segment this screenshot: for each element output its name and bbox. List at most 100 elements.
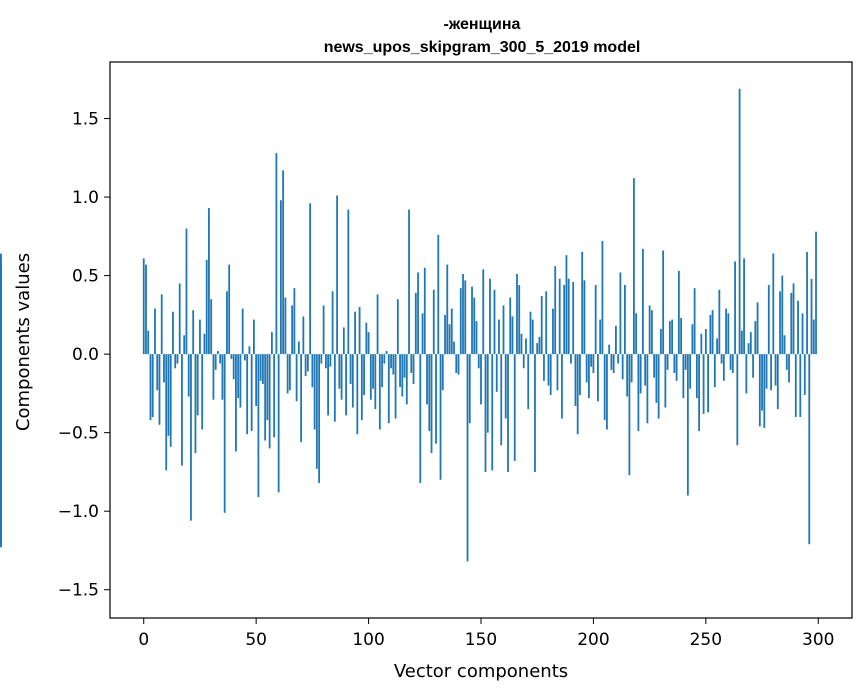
- bar-component-213: [621, 354, 624, 380]
- bar-component-241: [684, 354, 687, 370]
- bar-component-28: [205, 259, 208, 355]
- bar-component-294: [803, 354, 806, 395]
- bar-component-undefined: [0, 313, 2, 355]
- y-tick-label: 0.5: [72, 267, 99, 287]
- bar-component-193: [576, 354, 579, 435]
- bar-component-229: [657, 354, 660, 419]
- bar-component-158: [498, 319, 500, 355]
- bar-component-undefined: [0, 354, 2, 468]
- bar-component-47: [248, 346, 251, 355]
- bar-component-135: [446, 264, 449, 355]
- bar-component-273: [756, 302, 759, 355]
- bar-component-10: [165, 354, 168, 471]
- bar-component-274: [758, 354, 761, 427]
- bar-component-51: [257, 354, 260, 498]
- bar-component-40: [232, 354, 235, 380]
- bar-component-167: [518, 285, 521, 355]
- bar-component-64: [286, 354, 289, 394]
- bar-component-249: [702, 354, 705, 414]
- bar-component-251: [707, 354, 709, 413]
- bar-component-185: [558, 278, 561, 355]
- bar-component-205: [603, 354, 606, 421]
- bar-component-133: [441, 354, 444, 391]
- bar-component-154: [489, 278, 491, 355]
- bar-component-227: [653, 354, 656, 378]
- bar-component-191: [572, 281, 575, 355]
- bar-component-98: [363, 354, 365, 395]
- bar-component-73: [306, 354, 309, 372]
- bar-component-208: [610, 354, 613, 370]
- bar-component-178: [543, 354, 545, 381]
- bar-component-179: [545, 291, 548, 355]
- bar-component-170: [525, 338, 527, 355]
- bar-component-58: [273, 354, 276, 438]
- bar-component-290: [794, 354, 797, 417]
- bar-component-37: [226, 291, 228, 355]
- bar-component-247: [698, 354, 700, 432]
- bar-component-282: [776, 354, 779, 410]
- bar-component-271: [752, 354, 754, 378]
- bar-component-79: [320, 354, 323, 364]
- bar-component-59: [275, 153, 278, 355]
- bar-component-115: [401, 354, 404, 397]
- bar-component-67: [293, 288, 296, 355]
- bar-component-34: [219, 354, 222, 364]
- bar-component-110: [390, 354, 392, 369]
- bar-component-219: [635, 313, 638, 355]
- bar-component-71: [302, 316, 305, 355]
- bar-component-118: [408, 209, 410, 355]
- bar-component-252: [709, 314, 712, 355]
- bar-component-33: [217, 350, 219, 355]
- bar-component-244: [691, 324, 694, 355]
- bar-component-195: [581, 252, 584, 355]
- bar-component-216: [628, 354, 631, 476]
- bar-component-21: [190, 354, 192, 521]
- bar-component-146: [471, 286, 473, 355]
- bar-component-281: [774, 354, 777, 386]
- bar-component-69: [297, 341, 300, 355]
- bar-component-105: [378, 354, 381, 430]
- bar-component-13: [172, 311, 174, 355]
- bar-component-202: [597, 354, 599, 402]
- bar-component-46: [246, 354, 249, 435]
- bar-component-132: [439, 354, 442, 480]
- bar-component-8: [160, 294, 163, 355]
- bar-component-18: [183, 335, 186, 355]
- y-tick-label: 0.0: [72, 345, 99, 365]
- bar-component-176: [538, 336, 541, 355]
- bar-component-95: [356, 354, 359, 435]
- bar-component-268: [745, 354, 748, 394]
- bar-component-117: [405, 354, 408, 405]
- bar-component-143: [464, 280, 467, 355]
- bar-component-151: [482, 269, 485, 355]
- bar-component-228: [655, 354, 658, 403]
- bar-component-292: [799, 354, 802, 417]
- bar-component-123: [419, 354, 422, 483]
- bar-component-86: [336, 195, 338, 355]
- bar-component-288: [790, 292, 793, 355]
- bar-component-199: [590, 354, 593, 367]
- bar-component-246: [695, 354, 698, 399]
- bar-component-155: [491, 354, 494, 471]
- bar-component-148: [475, 321, 478, 355]
- bar-component-171: [527, 354, 530, 410]
- bar-component-276: [763, 354, 766, 428]
- bar-component-43: [239, 354, 242, 408]
- bar-component-109: [387, 354, 390, 424]
- bar-component-174: [534, 354, 536, 472]
- bar-component-100: [367, 332, 370, 355]
- bar-component-226: [650, 310, 653, 355]
- bar-component-279: [770, 354, 772, 391]
- bar-component-296: [808, 354, 811, 545]
- bar-component-192: [574, 354, 577, 406]
- bar-component-120: [412, 354, 415, 384]
- bar-component-214: [624, 285, 626, 355]
- x-tick-label: 50: [245, 630, 267, 650]
- chart-title-line-1: -женщина: [444, 16, 521, 33]
- bar-component-undefined: [0, 354, 2, 367]
- bar-component-204: [601, 241, 604, 355]
- bar-component-119: [410, 354, 413, 373]
- bar-component-257: [720, 354, 723, 364]
- chart-title-line-2: news_upos_skipgram_300_5_2019 model: [324, 39, 641, 56]
- y-tick-label: 1.0: [72, 188, 99, 208]
